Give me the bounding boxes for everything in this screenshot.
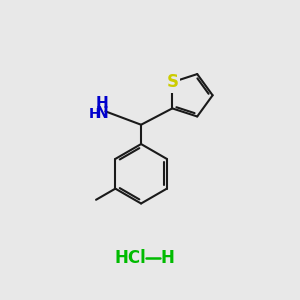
Text: H: H: [96, 95, 109, 110]
Text: N: N: [96, 106, 109, 121]
Text: S: S: [166, 73, 178, 91]
Text: H: H: [88, 107, 100, 121]
Text: HCl: HCl: [115, 250, 147, 268]
Text: H: H: [161, 250, 175, 268]
